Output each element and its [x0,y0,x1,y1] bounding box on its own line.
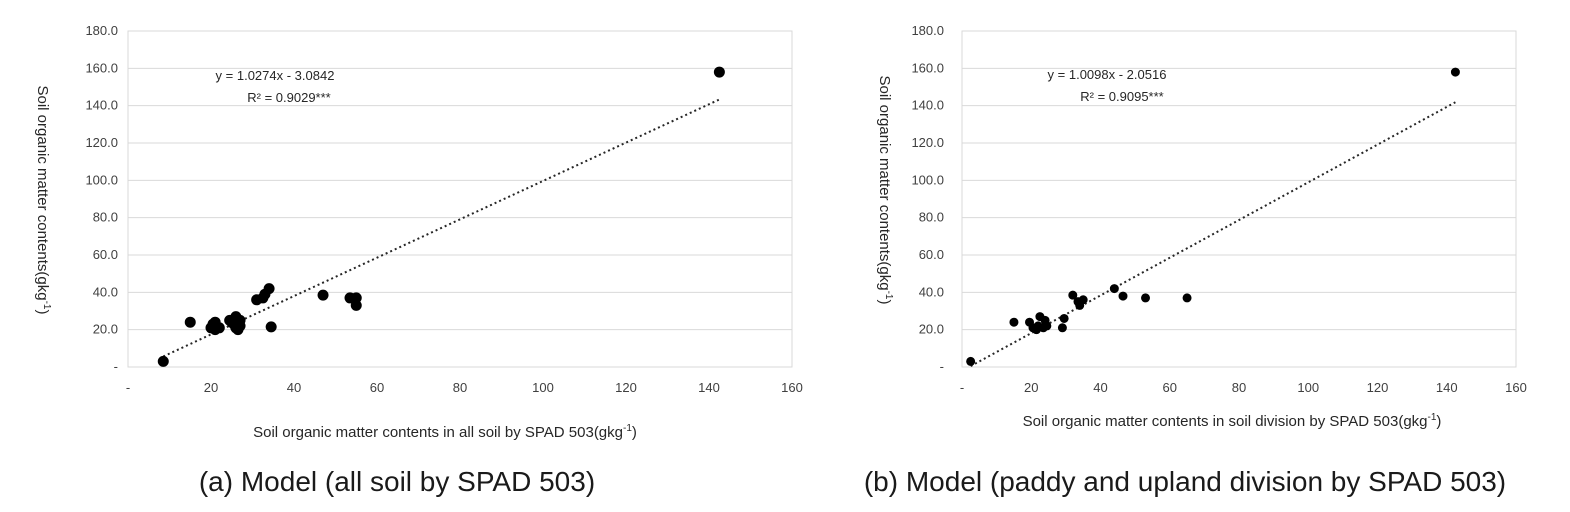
y-tick-label: 140.0 [911,98,944,113]
x-tick-label: 60 [370,380,384,395]
y-axis-label-main: Soil organic matter contents(gkg [34,85,51,300]
y-tick-label: 80.0 [93,210,118,225]
x-tick-label: 60 [1163,380,1177,395]
x-tick-label: 140 [698,380,720,395]
data-point [713,66,725,78]
data-point [1078,295,1088,305]
y-tick-label: 120.0 [911,135,944,150]
x-tick-label: 20 [1024,380,1038,395]
x-tick-label: - [126,380,130,395]
r-squared-label: R² = 0.9029*** [247,90,330,105]
data-point [265,321,277,333]
x-axis-label-end: ) [632,424,637,441]
x-axis-label-sup: -1 [623,423,632,434]
y-tick-label: - [114,359,118,374]
x-tick-label: 100 [532,380,554,395]
x-tick-label: 20 [204,380,218,395]
y-tick-label: 40.0 [93,284,118,299]
x-tick-label: 40 [287,380,301,395]
y-axis-label-end: ) [876,300,893,305]
data-point [317,289,329,301]
data-point [1042,321,1052,331]
data-point [1009,317,1019,327]
data-point [263,283,275,295]
y-axis-label: Soil organic matter contents(gkg-1) [876,75,894,304]
data-point [1118,291,1128,301]
data-point [184,316,196,328]
y-tick-label: 80.0 [919,210,944,225]
x-axis-label: Soil organic matter contents in all soil… [253,423,637,441]
x-axis-label-end: ) [1436,413,1441,430]
x-axis-label-main: Soil organic matter contents in all soil… [253,424,623,441]
chart-panel-a: - 20.0 40.0 60.0 80.0 100.0 120.0 140.0 160.0 180… [34,23,803,497]
y-axis-label-end: ) [34,310,51,315]
x-tick-label: 80 [453,380,467,395]
data-point [1182,293,1192,303]
data-point [1109,284,1119,294]
y-tick-label: 100.0 [85,172,118,187]
x-tick-label: 160 [781,380,803,395]
x-axis-label: Soil organic matter contents in soil div… [1023,412,1442,430]
data-point [966,356,976,366]
x-tick-label: 40 [1093,380,1107,395]
regression-equation: y = 1.0274x - 3.0842 [216,68,335,83]
chart-panel-b: - 20.0 40.0 60.0 80.0 100.0 120.0 140.0 160.0 180… [864,23,1527,497]
figure-caption: (a) Model (all soil by SPAD 503) [199,466,595,497]
y-axis-label-main: Soil organic matter contents(gkg [876,75,893,290]
figure-caption: (b) Model (paddy and upland division by … [864,466,1506,497]
x-tick-label: 80 [1232,380,1246,395]
x-tick-label: 100 [1297,380,1319,395]
y-tick-label: 160.0 [911,60,944,75]
r-squared-label: R² = 0.9095*** [1080,89,1163,104]
y-tick-label: 180.0 [85,23,118,38]
data-point [1057,323,1067,333]
data-point [1141,293,1151,303]
data-point [350,299,362,311]
x-tick-label: 120 [1367,380,1389,395]
y-tick-label: 40.0 [919,284,944,299]
x-tick-label: 140 [1436,380,1458,395]
regression-equation: y = 1.0098x - 2.0516 [1048,67,1167,82]
x-tick-label: - [960,380,964,395]
data-point [213,322,225,334]
data-point [1059,313,1069,323]
y-tick-label: 140.0 [85,98,118,113]
data-point [157,355,169,367]
y-tick-label: 160.0 [85,60,118,75]
y-tick-label: 100.0 [911,172,944,187]
x-tick-label: 120 [615,380,637,395]
trendline [162,98,720,358]
data-point [1450,67,1460,77]
x-axis-label-main: Soil organic matter contents in soil div… [1023,413,1428,430]
y-tick-label: - [940,359,944,374]
y-tick-label: 60.0 [919,247,944,262]
y-tick-label: 20.0 [919,322,944,337]
data-point [1068,290,1078,300]
data-point [234,314,246,326]
trendline [970,101,1456,367]
y-tick-label: 60.0 [93,247,118,262]
y-axis-label-sup: -1 [41,301,52,310]
y-tick-label: 180.0 [911,23,944,38]
x-tick-label: 160 [1505,380,1527,395]
y-tick-label: 20.0 [93,322,118,337]
y-axis-label: Soil organic matter contents(gkg-1) [34,85,52,314]
x-axis-label-sup: -1 [1428,412,1437,423]
y-tick-label: 120.0 [85,135,118,150]
y-axis-label-sup: -1 [883,291,894,300]
